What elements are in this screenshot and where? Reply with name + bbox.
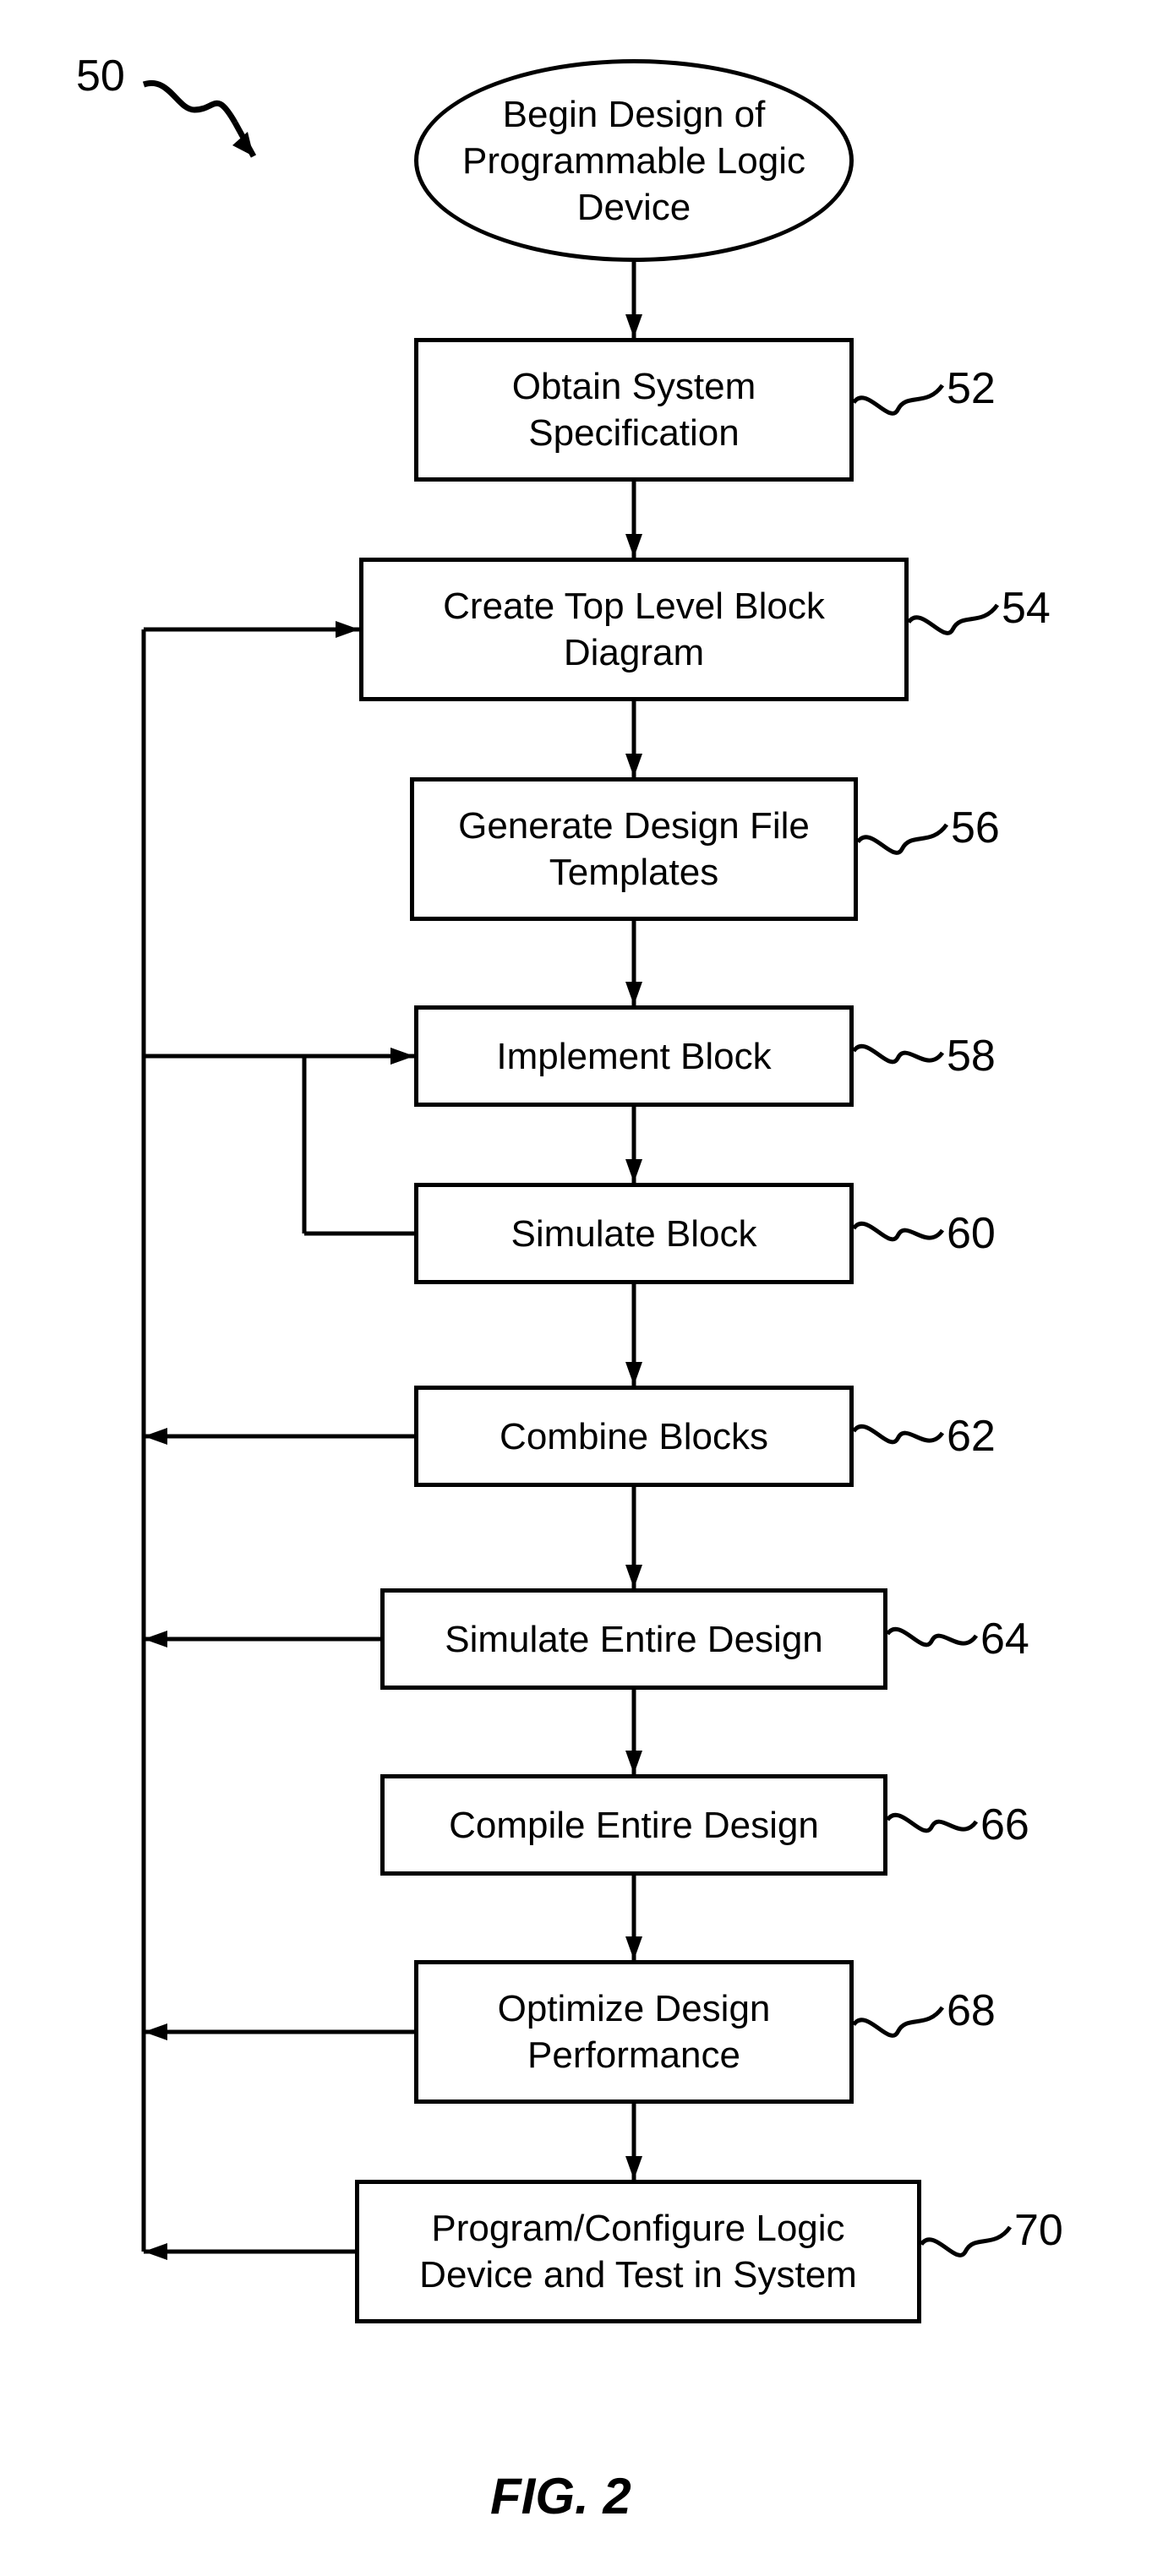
ref-label-62: 62	[947, 1411, 996, 1462]
ref-label-52: 52	[947, 363, 996, 414]
node-label: Obtain System Specification	[500, 363, 768, 456]
node-n54: Create Top Level Block Diagram	[359, 558, 909, 701]
node-label: Simulate Block	[499, 1211, 768, 1257]
node-label: Implement Block	[484, 1033, 783, 1080]
node-label: Optimize Design Performance	[486, 1985, 783, 2078]
node-label: Compile Entire Design	[437, 1802, 831, 1849]
node-n70: Program/Configure Logic Device and Test …	[355, 2180, 921, 2323]
node-label: Generate Design File Templates	[446, 803, 822, 896]
ref-label-60: 60	[947, 1208, 996, 1259]
ref-label-68: 68	[947, 1985, 996, 2036]
ref-label-64: 64	[980, 1614, 1029, 1664]
squiggle-arrow-icon	[135, 76, 262, 169]
node-n64: Simulate Entire Design	[380, 1588, 887, 1690]
node-label: Program/Configure Logic Device and Test …	[407, 2205, 869, 2298]
diagram-canvas: 50 Begin Design of Programmable Logic De…	[0, 0, 1163, 2576]
node-n62: Combine Blocks	[414, 1386, 854, 1487]
ref-label-66: 66	[980, 1800, 1029, 1850]
node-n66: Compile Entire Design	[380, 1774, 887, 1876]
node-label: Combine Blocks	[488, 1413, 780, 1460]
node-n60: Simulate Block	[414, 1183, 854, 1284]
ref-label-56: 56	[951, 803, 1000, 853]
node-label: Begin Design of Programmable Logic Devic…	[450, 91, 817, 231]
diagram-number-text: 50	[76, 52, 125, 101]
node-start: Begin Design of Programmable Logic Devic…	[414, 59, 854, 262]
node-label: Create Top Level Block Diagram	[431, 583, 837, 676]
ref-label-70: 70	[1014, 2205, 1063, 2256]
node-n56: Generate Design File Templates	[410, 777, 858, 921]
figure-caption-text: FIG. 2	[490, 2468, 631, 2524]
figure-caption: FIG. 2	[490, 2467, 631, 2525]
ref-label-58: 58	[947, 1031, 996, 1081]
node-label: Simulate Entire Design	[433, 1616, 835, 1663]
node-n52: Obtain System Specification	[414, 338, 854, 482]
diagram-number: 50	[76, 51, 125, 101]
ref-label-54: 54	[1002, 583, 1051, 634]
node-n58: Implement Block	[414, 1005, 854, 1107]
node-n68: Optimize Design Performance	[414, 1960, 854, 2104]
